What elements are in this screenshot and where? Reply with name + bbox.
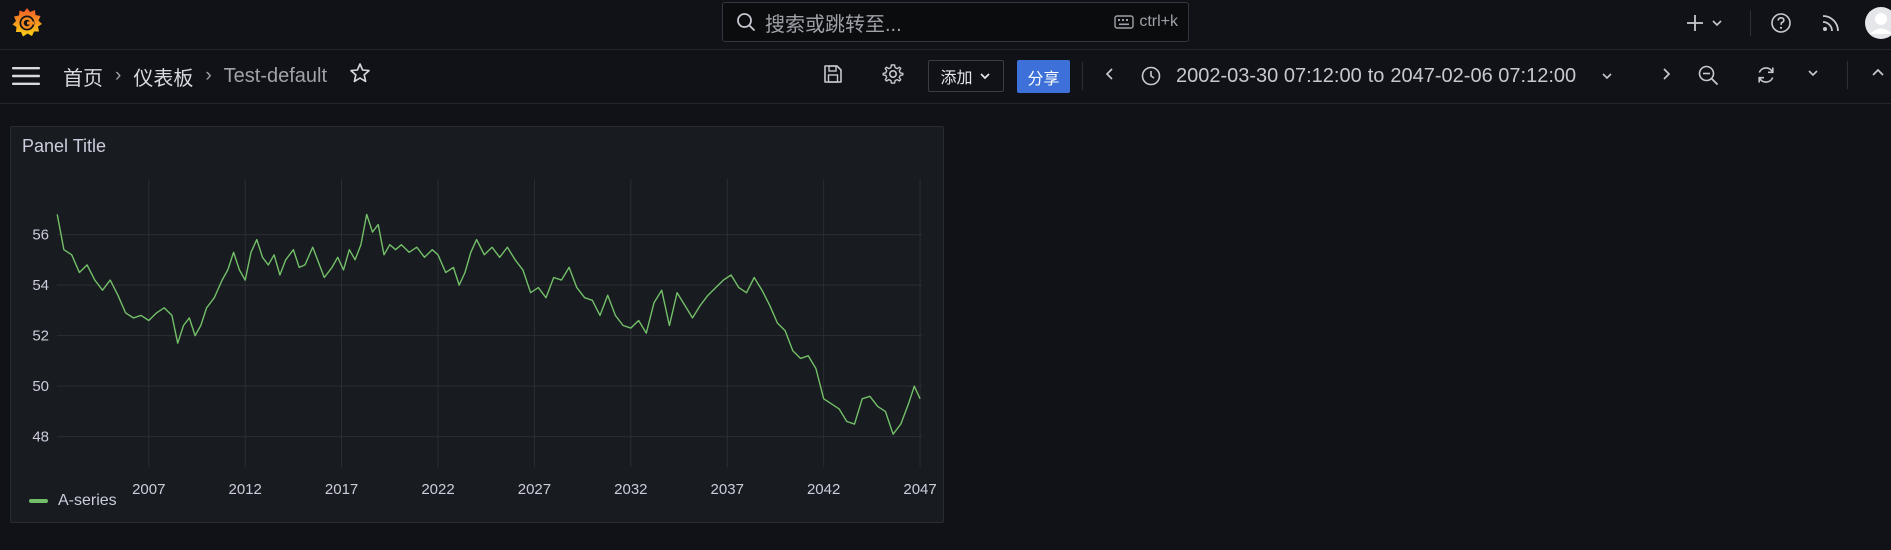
news-button[interactable] [1818, 0, 1844, 45]
chevron-down-icon [1808, 70, 1818, 77]
divider [1750, 10, 1751, 36]
refresh-interval-dropdown[interactable] [1806, 65, 1820, 86]
y-tick-label: 50 [32, 378, 49, 395]
y-tick-label: 56 [32, 227, 49, 244]
y-tick-label: 52 [32, 328, 49, 345]
x-tick-label: 2022 [421, 481, 454, 498]
x-tick-label: 2032 [614, 481, 647, 498]
rss-icon [1822, 14, 1839, 31]
chevron-right-icon [1663, 68, 1671, 80]
top-bar: 搜索或跳转至... ctrl+k [0, 0, 1891, 50]
search-icon [737, 13, 755, 31]
x-tick-label: 2027 [518, 481, 551, 498]
search-shortcut: ctrl+k [1114, 13, 1178, 31]
add-button-label: 添加 [940, 70, 973, 87]
x-tick-label: 2007 [132, 481, 165, 498]
y-tick-label: 48 [32, 429, 49, 446]
x-tick-label: 2012 [229, 481, 262, 498]
zoom-out-icon [1698, 65, 1718, 85]
refresh-button[interactable] [1755, 64, 1777, 91]
clock-icon [1141, 66, 1161, 86]
share-button[interactable]: 分享 [1017, 60, 1070, 93]
breadcrumb-dashboards[interactable]: 仪表板 [133, 67, 194, 90]
time-range-from: 2002-03-30 07:12:00 [1176, 64, 1362, 87]
gear-icon [882, 64, 904, 84]
time-back-button[interactable] [1102, 65, 1118, 88]
zoom-out-button[interactable] [1697, 64, 1719, 91]
x-tick-label: 2042 [807, 481, 840, 498]
avatar[interactable] [1864, 0, 1891, 45]
help-icon [1771, 12, 1791, 33]
panel-title[interactable]: Panel Title [22, 136, 107, 156]
x-tick-label: 2017 [325, 481, 358, 498]
time-range-picker[interactable]: 2002-03-30 07:12:00 to 2047-02-06 07:12:… [1140, 60, 1614, 92]
breadcrumb-separator: › [205, 65, 212, 86]
refresh-icon [1758, 67, 1774, 83]
save-button[interactable] [823, 63, 843, 90]
help-button[interactable] [1768, 0, 1794, 45]
star-icon [350, 63, 370, 83]
favorite-button[interactable] [349, 62, 371, 90]
dashboard-nav-bar: 首页 › 仪表板 › Test-default 添加 分享 [0, 50, 1891, 104]
time-forward-button[interactable] [1658, 65, 1674, 88]
divider [1082, 62, 1083, 90]
share-button-label: 分享 [1027, 70, 1060, 88]
shortcut-label: ctrl+k [1139, 13, 1178, 30]
search-input[interactable]: 搜索或跳转至... ctrl+k [722, 2, 1189, 42]
series-line-a-series[interactable] [56, 213, 921, 435]
time-range-to-word: to [1367, 64, 1385, 87]
menu-button[interactable] [12, 66, 40, 91]
grafana-logo-icon[interactable] [10, 6, 44, 40]
add-button[interactable]: 添加 [928, 60, 1004, 92]
chevron-down-icon [1712, 19, 1722, 26]
keyboard-icon [1114, 15, 1135, 29]
breadcrumb: 首页 › 仪表板 › Test-default [63, 62, 371, 90]
legend: A-series [29, 492, 117, 510]
save-icon [824, 65, 842, 83]
timeseries-chart[interactable]: 48 50 52 54 56 2007 2012 2017 2022 2027 2032 2037 20… [11, 127, 943, 522]
chevron-left-icon [1105, 68, 1113, 80]
search-placeholder: 搜索或跳转至... [765, 13, 902, 36]
x-tick-label: 2047 [903, 481, 936, 498]
collapse-icon [1872, 68, 1884, 76]
settings-button[interactable] [882, 63, 904, 90]
chevron-down-icon [1602, 73, 1612, 80]
timeseries-panel: Panel Title 48 50 52 54 56 2007 2012 2017 2022 20… [10, 126, 944, 523]
breadcrumb-home[interactable]: 首页 [63, 67, 103, 90]
breadcrumb-current: Test-default [223, 64, 328, 87]
time-range-to: 2047-02-06 07:12:00 [1390, 64, 1577, 87]
breadcrumb-separator: › [115, 65, 122, 86]
legend-swatch [29, 499, 48, 503]
y-tick-label: 54 [32, 277, 49, 294]
x-tick-label: 2037 [711, 481, 744, 498]
new-button[interactable] [1684, 0, 1724, 45]
chevron-down-icon [979, 73, 990, 80]
menu-icon [12, 67, 40, 85]
plus-icon [1687, 14, 1703, 31]
collapse-button[interactable] [1870, 65, 1886, 86]
legend-item-a-series[interactable]: A-series [58, 492, 117, 509]
divider [1847, 61, 1848, 89]
